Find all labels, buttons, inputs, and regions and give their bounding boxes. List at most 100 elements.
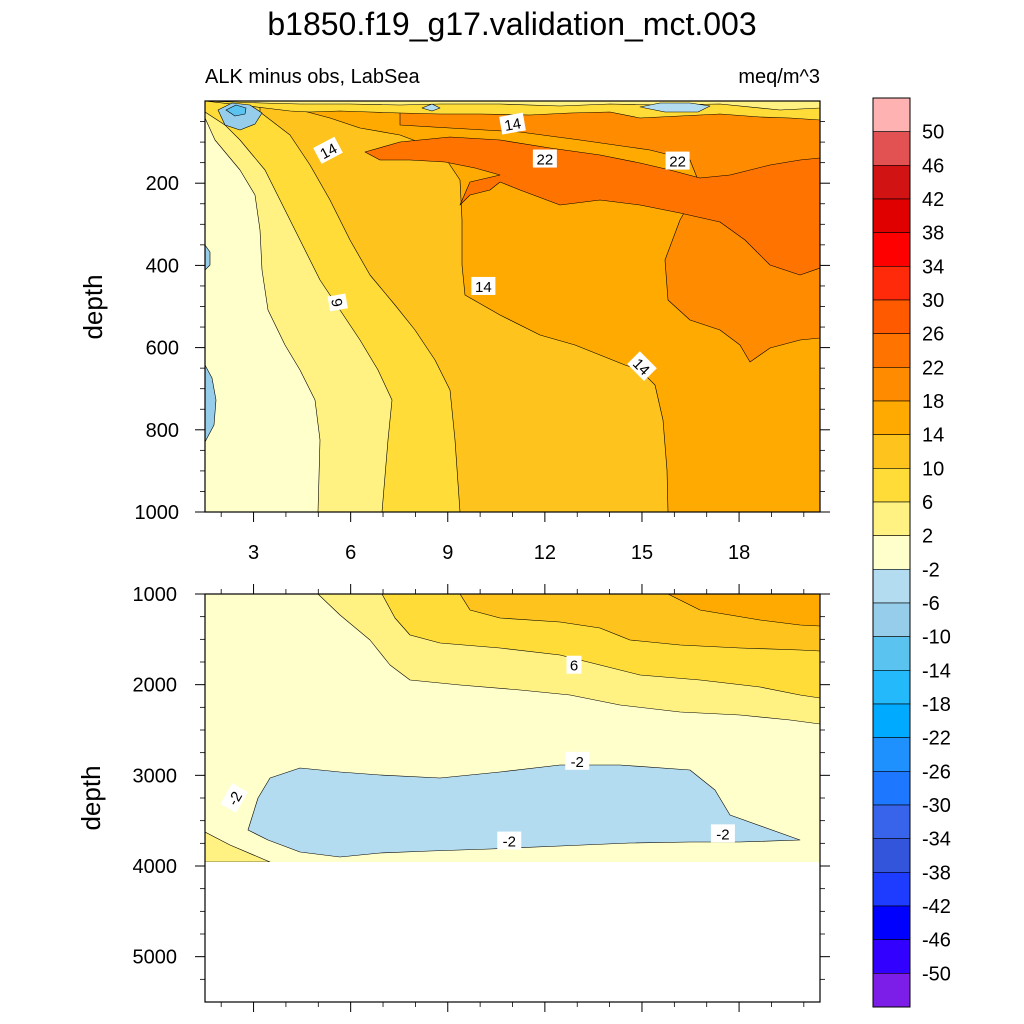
chart-title: b1850.f19_g17.validation_mct.003 — [267, 6, 756, 42]
colorbar-swatch — [872, 501, 911, 536]
contour-label: -2 — [710, 824, 735, 843]
colorbar-tick-label: 38 — [922, 223, 944, 245]
colorbar-tick-label: -10 — [922, 627, 951, 649]
contour-label-bg — [220, 783, 248, 813]
contour-label: 14 — [471, 276, 496, 296]
upper-panel-axes: 200 400 600 800 1000 3 6 9 12 15 18 — [135, 121, 830, 564]
contour-label-text: -2 — [571, 754, 584, 771]
y-tick-label: 1000 — [135, 502, 180, 524]
colorbar-tick-label: 42 — [922, 189, 944, 211]
colorbar-tick-label: 30 — [922, 290, 944, 312]
colorbar: 50 46 42 38 34 30 26 22 18 14 10 6 2 -2 -6 -10 -14 -18 -22… — [872, 97, 951, 1008]
colorbar-swatch — [872, 973, 911, 1008]
colorbar-tick-label: 18 — [922, 391, 944, 413]
colorbar-frame — [872, 97, 911, 1008]
colorbar-tick-label: 34 — [922, 256, 944, 278]
colorbar-swatch — [872, 468, 911, 503]
contour-label-bg — [627, 351, 657, 381]
contour-label-text: 14 — [475, 279, 492, 296]
y-tick-label: 2000 — [133, 675, 178, 697]
contour-label-bg — [497, 831, 522, 850]
colorbar-swatch — [872, 535, 911, 570]
colorbar-swatch — [872, 636, 911, 671]
contour-label-text: 22 — [669, 154, 686, 171]
colorbar-swatch — [872, 165, 911, 200]
lower-neg-blob — [247, 764, 801, 858]
y-tick-label: 600 — [146, 338, 179, 360]
colorbar-tick-label: -38 — [922, 862, 951, 884]
contour-label-bg — [566, 655, 582, 674]
colorbar-swatch — [872, 939, 911, 974]
x-tick-label: 3 — [248, 542, 259, 564]
colorbar-swatch — [872, 97, 911, 132]
colorbar-tick-label: 6 — [922, 492, 933, 514]
y-tick-label: 800 — [146, 420, 179, 442]
contour-label: 14 — [499, 112, 526, 135]
x-tick-label: 9 — [442, 542, 453, 564]
upper-surface-neg-patch-3 — [639, 102, 711, 113]
contour-label: -2 — [220, 783, 248, 813]
contour-label-text: 22 — [537, 152, 554, 169]
colorbar-swatch — [872, 872, 911, 907]
upper-contour-field — [205, 101, 820, 512]
contour-label: 22 — [532, 149, 557, 169]
colorbar-tick-label: 46 — [922, 155, 944, 177]
upper-surface-neg-patch-4 — [421, 103, 441, 112]
lower-panel-axes: 1000 2000 3000 4000 5000 — [133, 584, 830, 1012]
y-tick-label: 3000 — [133, 765, 178, 787]
colorbar-tick-label: -46 — [922, 930, 951, 952]
colorbar-swatch — [872, 737, 911, 772]
colorbar-swatch — [872, 367, 911, 402]
colorbar-tick-label: -50 — [922, 963, 951, 985]
colorbar-tick-label: -14 — [922, 660, 951, 682]
x-tick-label: 6 — [345, 542, 356, 564]
colorbar-tick-label: 10 — [922, 458, 944, 480]
lower-contour-field — [205, 594, 820, 862]
x-tick-label: 12 — [534, 542, 556, 564]
x-tick-label: 15 — [631, 542, 653, 564]
x-tick-label: 18 — [728, 542, 750, 564]
contour-label-bg — [665, 151, 690, 170]
contour-label-bg — [313, 136, 343, 164]
colorbar-swatch — [872, 670, 911, 705]
contour-label-bg — [710, 824, 735, 843]
colorbar-tick-label: -18 — [922, 694, 951, 716]
colorbar-tick-label: -34 — [922, 829, 951, 851]
contour-label-text: -2 — [503, 834, 516, 851]
colorbar-swatch — [872, 804, 911, 839]
panel-units-label: meq/m^3 — [738, 66, 820, 88]
contour-label-bg — [565, 751, 590, 770]
y-tick-label: 400 — [146, 255, 179, 277]
contour-label-text: -2 — [716, 826, 729, 843]
colorbar-tick-label: 50 — [922, 122, 944, 144]
y-tick-label: 1000 — [133, 584, 178, 606]
contour-label-text: 9 — [327, 297, 345, 308]
contour-label-text: 14 — [317, 140, 340, 163]
contour-label-text: 6 — [570, 658, 578, 675]
contour-label-bg — [499, 112, 526, 135]
colorbar-tick-label: 22 — [922, 357, 944, 379]
contour-label-bg — [532, 149, 557, 168]
colorbar-tick-label: -2 — [922, 559, 940, 581]
lower-missing-data-region — [205, 862, 820, 1002]
colorbar-swatch — [872, 198, 911, 233]
colorbar-swatch — [872, 703, 911, 738]
colorbar-swatch — [872, 602, 911, 637]
panel-left-label: ALK minus obs, LabSea — [205, 66, 420, 88]
colorbar-swatch — [872, 333, 911, 368]
colorbar-tick-label: -42 — [922, 896, 951, 918]
upper-fill-band-22 — [399, 101, 820, 363]
upper-left-neg-patch-1 — [205, 244, 211, 271]
colorbar-swatch — [872, 434, 911, 469]
colorbar-swatch — [872, 299, 911, 334]
contour-label-layer: 14 14 22 22 9 14 14 6 -2 -2 -2 -2 — [220, 112, 735, 851]
y-tick-label: 200 — [146, 173, 179, 195]
colorbar-swatch — [872, 838, 911, 873]
lower-fill-band-18 — [667, 594, 820, 627]
colorbar-swatch — [872, 232, 911, 267]
colorbar-tick-label: -30 — [922, 795, 951, 817]
contour-label: 14 — [627, 351, 657, 381]
contour-label: 9 — [327, 293, 348, 312]
contour-label: 14 — [313, 136, 343, 164]
